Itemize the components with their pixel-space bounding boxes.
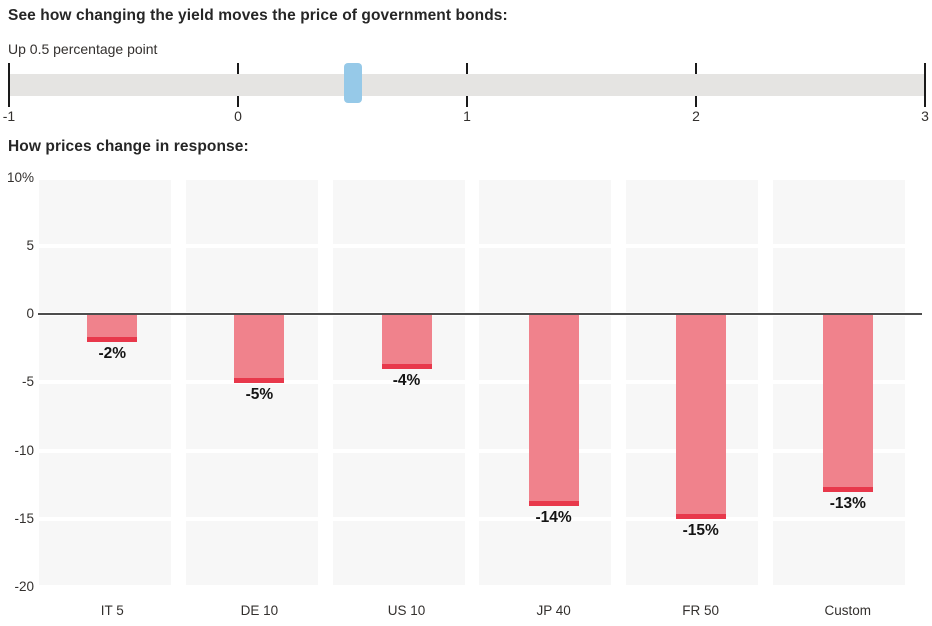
slider-tick-label: 3	[921, 108, 929, 124]
bar-end-cap	[381, 364, 432, 370]
column-background	[185, 520, 318, 585]
column-background	[773, 180, 905, 245]
bar-chart: 10% 5 0 -5 -10 -15 -20 -2% IT 5 -5% DE 10 -4% US 10…	[0, 170, 932, 626]
column-background	[39, 452, 171, 517]
slider-tick-label: -1	[2, 108, 16, 124]
bar-value-label: -15%	[682, 522, 719, 540]
slider-tick-label: 0	[234, 108, 242, 124]
column-background	[773, 248, 905, 313]
bar-us-10	[381, 314, 432, 370]
bar-end-cap	[528, 500, 579, 506]
bar-jp-40	[528, 314, 579, 506]
y-axis-label: -10	[14, 442, 34, 458]
slider-tick-label: 1	[463, 108, 471, 124]
slider-value-label: Up 0.5 percentage point	[8, 41, 158, 57]
column-background	[479, 520, 612, 585]
slider-tick	[8, 63, 10, 107]
y-axis-label: 10%	[6, 170, 34, 185]
column-background	[332, 520, 465, 585]
column-background	[773, 520, 905, 585]
column-background	[332, 180, 465, 245]
column-background	[185, 248, 318, 313]
yield-slider[interactable]	[8, 63, 926, 108]
x-axis-label: IT 5	[100, 603, 124, 618]
bar-custom	[822, 314, 873, 493]
y-axis-label: 5	[26, 238, 34, 254]
column-background	[39, 180, 171, 245]
bar-value-label: -2%	[98, 345, 127, 363]
bar-end-cap	[234, 378, 285, 384]
column-background	[39, 384, 171, 449]
column-background	[479, 180, 612, 245]
slider-handle[interactable]	[343, 63, 362, 103]
bar-end-cap	[675, 514, 726, 520]
x-axis-label: DE 10	[240, 603, 279, 618]
y-axis-label: 0	[26, 306, 34, 322]
bar-end-cap	[87, 337, 138, 343]
x-axis-label: JP 40	[536, 603, 571, 618]
column-background	[479, 248, 612, 313]
column-background	[626, 180, 759, 245]
bar-it-5	[87, 314, 138, 343]
column-background	[626, 248, 759, 313]
column-background	[332, 248, 465, 313]
bar-end-cap	[822, 487, 873, 493]
bar-value-label: -13%	[829, 495, 866, 513]
y-axis-label: -20	[14, 578, 34, 594]
x-axis-label: Custom	[824, 603, 872, 618]
bar-de-10	[234, 314, 285, 384]
slider-track[interactable]	[9, 74, 925, 96]
bar-value-label: -4%	[392, 372, 421, 390]
zero-axis-line	[38, 312, 922, 315]
slider-tick	[924, 63, 926, 107]
column-background	[185, 452, 318, 517]
column-background	[332, 452, 465, 517]
chart-title: How prices change in response:	[8, 138, 249, 155]
bar-value-label: -5%	[245, 386, 274, 404]
bar-value-label: -14%	[535, 508, 572, 526]
y-axis-label: -15	[14, 510, 34, 526]
page-title: See how changing the yield moves the pri…	[8, 7, 508, 24]
slider-tick-labels: -1 0 1 2 3	[3, 108, 929, 126]
y-axis-label: -5	[21, 374, 34, 390]
column-background	[39, 520, 171, 585]
column-background	[332, 384, 465, 449]
column-background	[39, 248, 171, 313]
x-axis-label: FR 50	[682, 603, 720, 618]
slider-tick-label: 2	[692, 108, 700, 124]
column-background	[185, 180, 318, 245]
column-background	[626, 520, 759, 585]
x-axis-label: US 10	[387, 603, 426, 618]
column-background	[185, 384, 318, 449]
bar-fr-50	[675, 314, 726, 520]
